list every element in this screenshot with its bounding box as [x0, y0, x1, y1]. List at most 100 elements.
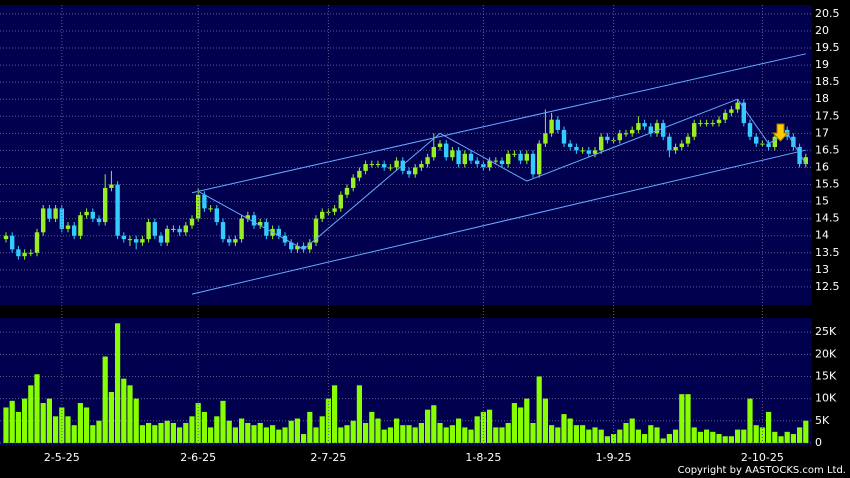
volume-bar — [623, 422, 629, 443]
x-tick-label: 1-9-25 — [596, 451, 632, 464]
candle-body — [592, 150, 598, 154]
volume-bar — [580, 425, 586, 443]
candle-body — [338, 194, 343, 209]
volume-bar — [338, 427, 344, 443]
candle-body — [735, 102, 740, 110]
plot-layer: 12.5 13 13.5 14 14.5 15 15.5 16 16.5 17 17.5 18 18.5… — [0, 5, 840, 464]
volume-bar — [635, 429, 641, 443]
candle-body — [276, 228, 281, 236]
volume-bar — [263, 427, 269, 443]
volume-bar — [536, 376, 542, 443]
candle-body — [171, 228, 176, 230]
volume-bar — [232, 427, 238, 443]
candle-body — [797, 146, 802, 165]
volume-bar — [642, 434, 648, 443]
volume-bar — [425, 409, 431, 443]
candle-body — [382, 164, 387, 168]
candle-body — [134, 239, 139, 243]
volume-bar — [344, 425, 350, 443]
volume-bar — [183, 422, 189, 443]
candle-body — [78, 215, 83, 236]
candle-body — [555, 119, 560, 130]
candle-body — [388, 167, 393, 169]
volume-bar — [660, 438, 666, 443]
candle-body — [437, 143, 443, 147]
candle-body — [227, 239, 232, 243]
candle-body — [307, 242, 312, 250]
volume-bar — [313, 427, 319, 443]
candle-body — [754, 136, 759, 144]
candle-body — [630, 129, 635, 134]
candle-body — [301, 245, 306, 250]
volume-bar — [3, 407, 9, 443]
candle-body — [741, 102, 746, 124]
volume-bar — [468, 429, 474, 443]
candle-body — [605, 136, 610, 141]
volume-bar — [431, 405, 437, 443]
volume-bar — [121, 378, 127, 443]
volume-bar — [28, 385, 34, 443]
volume-bar — [691, 427, 697, 443]
y-tick-label: 14.5 — [815, 212, 840, 225]
volume-bar — [102, 356, 108, 443]
volume-bar — [189, 416, 195, 443]
volume-bar — [722, 436, 728, 443]
candle-body — [313, 218, 319, 243]
volume-bar — [71, 425, 77, 443]
y-tick-label: 17.5 — [815, 109, 840, 122]
candle-body — [499, 160, 505, 165]
candle-body — [53, 208, 58, 219]
candle-body — [673, 146, 678, 151]
volume-bar — [666, 434, 672, 443]
candle-body — [214, 208, 219, 223]
volume-bar — [673, 429, 679, 443]
candle-body — [642, 123, 647, 127]
candle-body — [462, 153, 467, 165]
candle-body — [22, 252, 27, 257]
volume-bar — [294, 418, 300, 443]
trend-line — [191, 53, 806, 194]
volume-bar — [592, 427, 598, 443]
volume-bar — [549, 425, 555, 443]
volume-bar — [741, 429, 747, 443]
candle-body — [357, 170, 362, 178]
candle-body — [233, 239, 238, 243]
volume-bar — [53, 416, 59, 443]
candle-body — [28, 252, 33, 254]
volume-bar — [394, 418, 400, 443]
trend-line — [191, 149, 806, 295]
x-tick-label: 1-8-25 — [465, 451, 501, 464]
candle-body — [320, 211, 325, 219]
volume-bar — [139, 425, 145, 443]
candle-body — [115, 184, 120, 236]
candle-body — [518, 153, 523, 161]
volume-bar — [108, 391, 114, 443]
x-tick-label: 2-5-25 — [44, 451, 80, 464]
volume-bar — [685, 394, 691, 443]
y-tick-label: 10K — [815, 392, 837, 405]
candle-body — [716, 119, 722, 124]
y-tick-label: 5K — [815, 414, 830, 427]
candle-body — [667, 136, 672, 151]
candle-body — [400, 160, 405, 171]
volume-bar — [220, 400, 226, 443]
volume-bar — [276, 429, 282, 443]
volume-bar — [34, 374, 40, 443]
volume-bar — [15, 411, 21, 443]
volume-bar — [753, 425, 759, 443]
volume-bar — [40, 403, 46, 443]
volume-bar — [561, 414, 567, 443]
volume-bar — [90, 425, 96, 443]
candle-body — [698, 123, 703, 125]
candle-body — [537, 143, 542, 175]
candle-body — [363, 164, 368, 171]
volume-bar — [524, 398, 530, 443]
volume-bar — [443, 427, 449, 443]
candle-body — [220, 222, 226, 240]
volume-bar — [766, 411, 772, 443]
volume-bar — [22, 398, 28, 443]
x-tick-label: 2-6-25 — [180, 451, 216, 464]
volume-bar — [487, 409, 493, 443]
y-tick-label: 18 — [815, 92, 829, 105]
candle-body — [530, 153, 536, 175]
